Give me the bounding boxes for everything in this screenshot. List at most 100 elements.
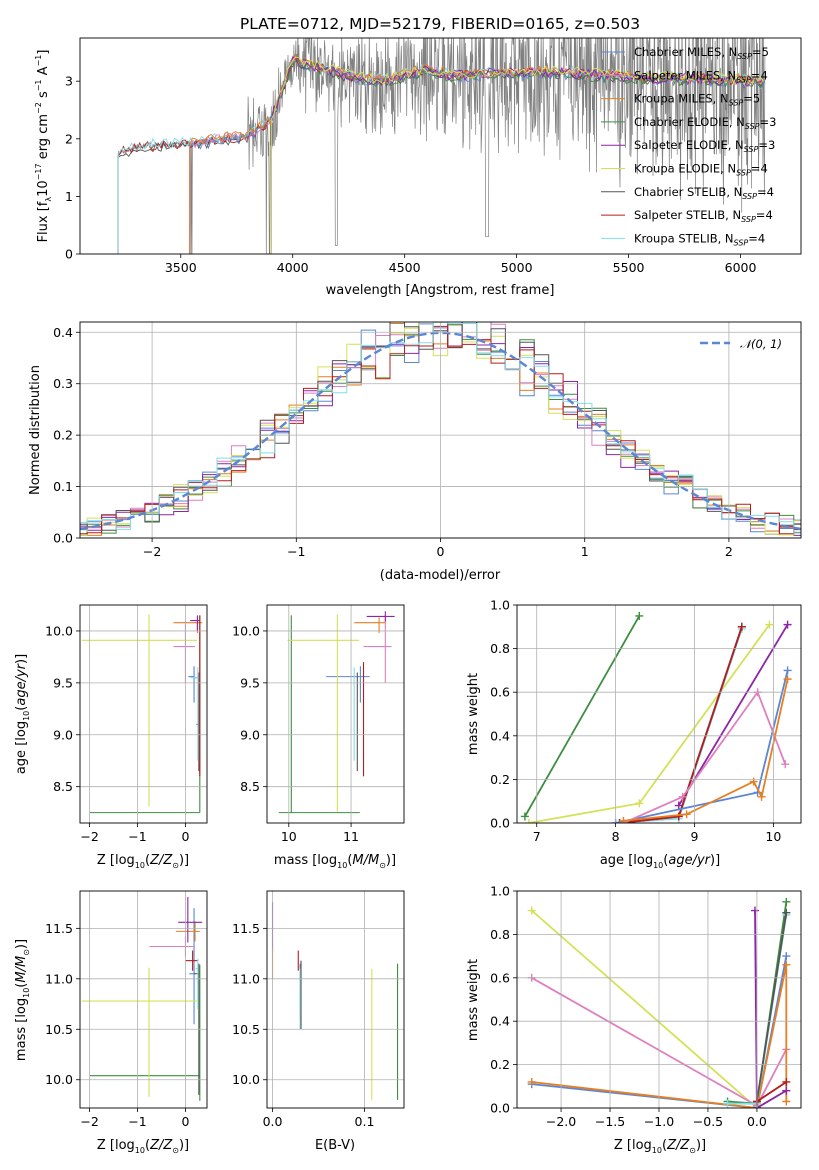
y-axis-label: mass [log10(M/M⊙)]: [14, 939, 31, 1061]
model-spectrum: [270, 59, 764, 254]
weight-marker: [737, 622, 746, 631]
x-tick-label: −1.5: [595, 1114, 625, 1129]
y-axis-label: mass weight: [466, 673, 481, 755]
weight-line: [531, 955, 788, 1108]
histogram-step: [80, 322, 801, 536]
chart-spectrum: 3500 4000 4500 5000 5500 6000 0 1 2 3 Chabrier MIL…: [34, 37, 802, 298]
weight-line: [619, 626, 743, 823]
y-tick-label: 10.5: [232, 1022, 260, 1037]
x-tick-label: −1: [128, 1114, 146, 1129]
plot-area-spectrum: [117, 38, 766, 254]
axes-frame: [266, 890, 405, 1109]
x-tick-label: 1: [581, 544, 589, 559]
weight-line: [756, 1081, 787, 1103]
y-tick-label: 9.5: [53, 675, 73, 690]
x-tick-label: −0.5: [693, 1114, 723, 1129]
x-tick-label: 6000: [725, 260, 757, 275]
y-tick-label: 11.0: [45, 971, 73, 986]
y-axis-label: Flux [fλ10−17 erg cm−2 s−1 A−1]: [34, 50, 53, 243]
y-tick-label: 8.5: [53, 779, 73, 794]
legend-entry: Kroupa STELIB, NSSP=4: [634, 231, 765, 247]
x-axis-label: (data-model)/error: [380, 568, 501, 583]
y-tick-label: 11.0: [232, 971, 260, 986]
x-axis-label: age [log10(age/yr)]: [600, 853, 720, 870]
x-axis-label: mass [log10(M/M⊙)]: [274, 853, 396, 870]
plot-area-residuals: [80, 322, 801, 536]
weight-marker: [749, 777, 758, 786]
model-spectrum: [270, 55, 764, 254]
y-tick-label: 8.5: [240, 779, 260, 794]
model-spectrum: [270, 56, 764, 254]
y-tick-label: 10.0: [45, 1072, 73, 1087]
y-tick-label: 10.5: [45, 1022, 73, 1037]
plot-area-age_vs_Z: [81, 614, 203, 814]
y-tick-label: 1: [65, 189, 73, 204]
chart-weight_vs_Z: −2.0 −1.5 −1.0 −0.5 0.0 0.0 0.2 0.4 0.6 0.8 1.0 Z […: [466, 884, 802, 1155]
y-tick-label: 0.6: [490, 970, 510, 985]
weight-marker: [781, 760, 790, 769]
y-tick-label: 0.4: [490, 1014, 510, 1029]
weight-line: [754, 910, 787, 1108]
plot-area-age_vs_mass: [278, 611, 395, 814]
x-tick-label: 9: [691, 829, 699, 844]
x-tick-label: 0.1: [355, 1114, 375, 1129]
x-tick-label: 5500: [613, 260, 645, 275]
axes-frame: [79, 37, 802, 255]
x-axis-label: wavelength [Angstrom, rest frame]: [326, 283, 555, 298]
x-axis-label: Z [log10(Z/Z⊙)]: [614, 1138, 706, 1155]
chart-mass_vs_Z: −2 −1 0 10.0 10.5 11.0 11.5 mass [log10(M/M⊙)] Z…: [14, 890, 208, 1155]
plot-area-mass_vs_Z: [81, 897, 203, 1101]
plot-area-mass_vs_ebv: [271, 902, 399, 1100]
y-axis-label: age [log10(age/yr)]: [14, 654, 31, 774]
y-tick-label: 0.2: [53, 428, 73, 443]
y-tick-label: 10.0: [45, 623, 73, 638]
y-tick-label: 0.6: [490, 685, 510, 700]
weight-marker: [782, 960, 791, 969]
y-tick-label: 0.2: [490, 1057, 510, 1072]
axes-frame: [516, 890, 802, 1109]
legend-entry: Salpeter MILES, NSSP=4: [634, 68, 768, 84]
weight-marker: [765, 620, 774, 629]
chart-weight_vs_age: 7 8 9 10 0.0 0.2 0.4 0.6 0.8 1.0 age [log10(age/yr…: [466, 598, 802, 870]
axes-frame: [266, 604, 405, 824]
y-tick-label: 1.0: [490, 598, 510, 613]
y-tick-label: 10.0: [232, 1072, 260, 1087]
y-tick-label: 2: [65, 131, 73, 146]
y-tick-label: 0.0: [490, 816, 510, 831]
x-tick-label: 0: [437, 544, 445, 559]
x-axis-label: E(B-V): [315, 1138, 355, 1153]
x-tick-label: −2: [80, 829, 98, 844]
y-tick-label: 0.1: [53, 479, 73, 494]
x-tick-label: 0: [181, 1114, 189, 1129]
x-tick-label: −2: [80, 1114, 98, 1129]
figure-title: PLATE=0712, MJD=52179, FIBERID=0165, z=0…: [240, 15, 640, 33]
y-tick-label: 0.4: [53, 325, 73, 340]
legend-entry: Kroupa ELODIE, NSSP=4: [634, 162, 768, 178]
weight-marker: [782, 1077, 791, 1086]
legend-entry: Chabrier MILES, NSSP=5: [634, 45, 769, 61]
weight-marker: [674, 801, 683, 810]
y-tick-label: 9.0: [240, 727, 260, 742]
weight-marker: [619, 816, 628, 823]
y-axis-label: Normed distribution: [28, 365, 43, 495]
legend-entry: Chabrier ELODIE, NSSP=3: [634, 115, 776, 131]
x-tick-label: 7: [533, 829, 541, 844]
x-tick-label: −1: [128, 829, 146, 844]
chart-age_vs_mass: 10 11 8.5 9.0 9.5 10.0 mass [log10(M/M⊙)]: [232, 604, 405, 870]
weight-marker: [783, 666, 792, 675]
weight-line: [615, 628, 743, 823]
plot-area-weight_vs_age: [520, 611, 792, 823]
weight-line: [677, 624, 789, 807]
x-tick-label: 5000: [501, 260, 533, 275]
chart-age_vs_Z: −2 −1 0 8.5 9.0 9.5 10.0 age [log10(age/yr)] Z […: [14, 604, 208, 870]
x-tick-label: 4500: [389, 260, 421, 275]
weight-marker: [783, 675, 792, 684]
y-tick-label: 11.5: [232, 921, 260, 936]
legend-entry: Salpeter ELODIE, NSSP=3: [634, 138, 775, 154]
y-tick-label: 0.0: [53, 531, 73, 546]
weight-marker: [782, 1097, 791, 1106]
weight-marker: [635, 611, 644, 620]
x-tick-label: 10: [281, 829, 297, 844]
axes-frame: [79, 604, 208, 824]
weight-marker: [674, 812, 683, 821]
